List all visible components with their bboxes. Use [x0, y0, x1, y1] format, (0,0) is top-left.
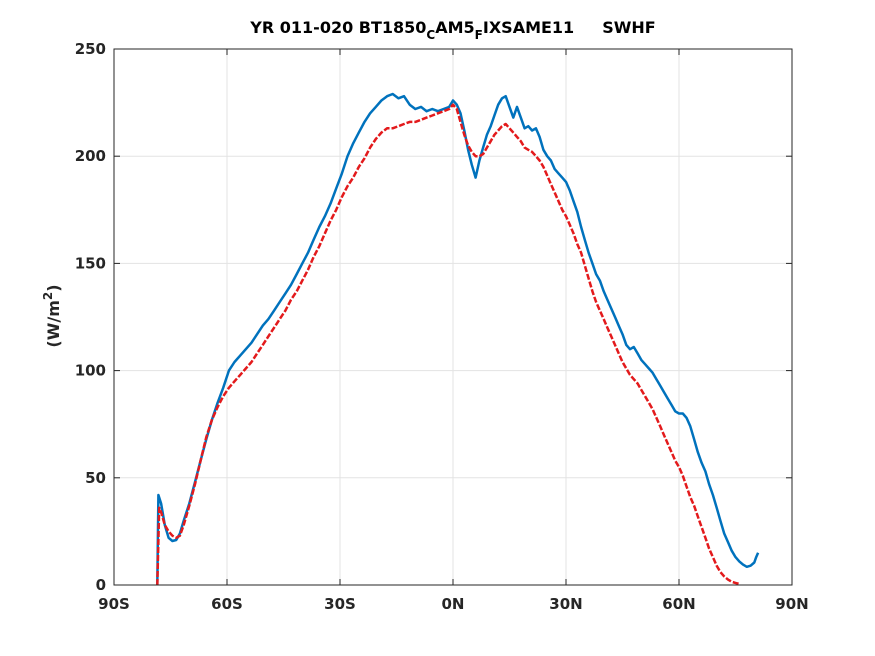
- title-variable: SWHF: [602, 18, 656, 37]
- title-subscript-1: C: [426, 28, 435, 42]
- series-line-2: [156, 103, 740, 586]
- y-tick-label: 200: [75, 147, 106, 165]
- x-tick-label: 0N: [442, 595, 465, 613]
- y-tick-label: 100: [75, 362, 106, 380]
- series-lines: [156, 92, 760, 586]
- chart-title: YR 011-020 BT1850CAM5FIXSAME11 SWHF: [249, 18, 655, 42]
- y-axis-label-main: (W/m: [44, 300, 63, 347]
- title-subscript-2: F: [475, 28, 483, 42]
- title-prefix: YR 011-020 BT1850: [249, 18, 426, 37]
- title-middle: AM5: [435, 18, 474, 37]
- x-tick-label: 30N: [549, 595, 582, 613]
- x-tick-label: 60N: [662, 595, 695, 613]
- y-tick-label: 250: [75, 40, 106, 58]
- x-tick-label: 30S: [324, 595, 356, 613]
- x-tick-label: 90S: [98, 595, 130, 613]
- y-tick-label: 0: [96, 576, 106, 594]
- y-tick-label: 150: [75, 254, 106, 272]
- y-axis-label-superscript: 2: [41, 292, 55, 300]
- x-tick-label: 90N: [775, 595, 808, 613]
- series-line-1: [156, 92, 760, 586]
- y-axis-label-close: ): [44, 284, 63, 291]
- title-suffix: IXSAME11: [483, 18, 574, 37]
- axis-ticks: 90S 60S 30S 0N 30N 60N 90N 0 50 100 150 200 250: [75, 40, 809, 613]
- y-tick-label: 50: [85, 469, 106, 487]
- y-axis-label: (W/m2): [41, 284, 63, 347]
- x-tick-label: 60S: [211, 595, 243, 613]
